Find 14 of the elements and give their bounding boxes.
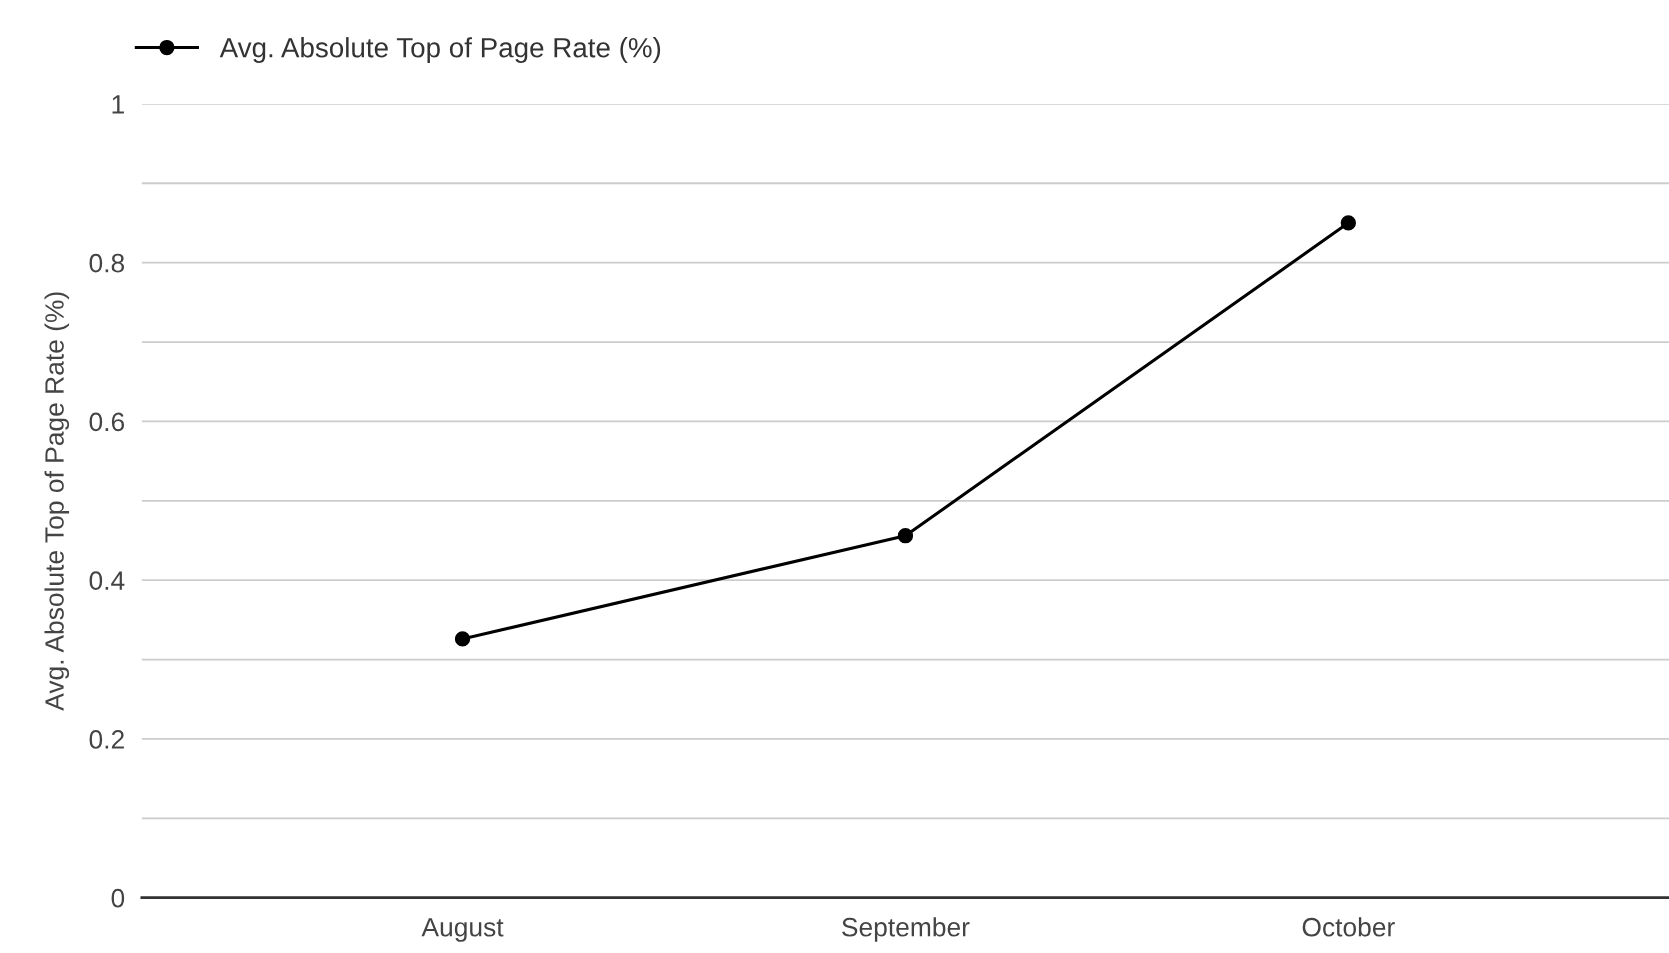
y-tick-label: 0.4 xyxy=(89,571,125,591)
legend-label: Avg. Absolute Top of Page Rate (%) xyxy=(219,37,661,63)
y-axis-title: Avg. Absolute Top of Page Rate (%) xyxy=(44,292,70,711)
y-tick-label: 0.6 xyxy=(89,412,125,432)
point xyxy=(1340,215,1356,231)
point xyxy=(454,631,471,647)
x-tick-label: October xyxy=(1302,917,1395,937)
y-tick-label: 0.2 xyxy=(89,730,124,749)
y-tick-label: 1 xyxy=(112,95,124,114)
x-tick-label: September xyxy=(842,917,970,942)
y-tick-label: 0 xyxy=(111,888,125,908)
x-tick-label: August xyxy=(421,918,504,942)
point xyxy=(897,528,914,544)
y-tick-label: 0.8 xyxy=(89,253,125,273)
